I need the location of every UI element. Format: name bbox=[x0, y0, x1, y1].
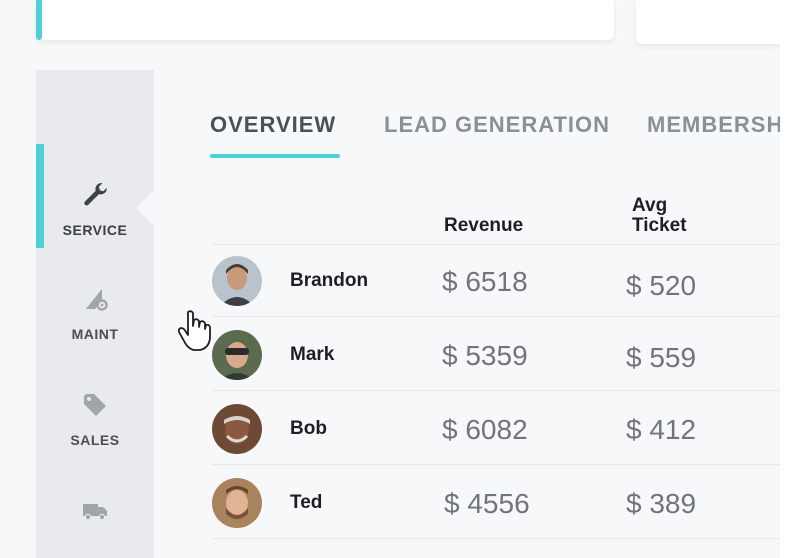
row-divider bbox=[212, 390, 780, 391]
row-name: Ted bbox=[290, 492, 323, 513]
column-header-avg-ticket: Avg Ticket bbox=[632, 195, 687, 236]
row-divider bbox=[212, 538, 780, 539]
row-divider bbox=[212, 244, 780, 245]
sidebar-item-label: MAINT bbox=[71, 326, 119, 342]
sidebar-item-sales[interactable]: SALES bbox=[36, 390, 154, 448]
avatar bbox=[212, 330, 262, 380]
avatar bbox=[212, 404, 262, 454]
sidebar-active-indicator bbox=[36, 144, 44, 248]
tag-icon bbox=[84, 394, 106, 416]
row-name: Bob bbox=[290, 418, 327, 439]
avatar bbox=[212, 256, 262, 306]
tab-active-underline bbox=[210, 154, 340, 158]
sidebar-item-service[interactable]: SERVICE bbox=[36, 180, 154, 238]
sidebar-active-pointer bbox=[136, 190, 154, 226]
tab-membership[interactable]: MEMBERSHI bbox=[647, 112, 791, 137]
row-revenue: $ 5359 bbox=[442, 340, 528, 371]
sidebar-item-label: SALES bbox=[70, 432, 120, 448]
column-header-revenue: Revenue bbox=[444, 215, 524, 236]
row-name: Mark bbox=[290, 344, 335, 365]
sidebar-item-truck[interactable] bbox=[36, 496, 154, 526]
row-name: Brandon bbox=[290, 270, 369, 291]
row-revenue: $ 6082 bbox=[442, 414, 528, 445]
top-card-left bbox=[36, 0, 614, 40]
row-avg-ticket: $ 389 bbox=[626, 488, 697, 519]
tab-lead-generation[interactable]: LEAD GENERATION bbox=[384, 112, 611, 137]
hand-cursor-icon bbox=[177, 310, 211, 351]
gear-triangle-icon bbox=[86, 289, 108, 311]
row-revenue: $ 6518 bbox=[442, 266, 528, 297]
row-avg-ticket: $ 520 bbox=[626, 270, 697, 301]
tab-overview[interactable]: OVERVIEW bbox=[210, 112, 337, 137]
row-divider bbox=[212, 316, 780, 317]
right-edge-mask bbox=[780, 0, 800, 558]
sidebar-item-label: SERVICE bbox=[62, 222, 128, 238]
truck-icon bbox=[83, 504, 107, 521]
sidebar-item-maint[interactable]: MAINT bbox=[36, 284, 154, 342]
row-avg-ticket: $ 559 bbox=[626, 342, 697, 373]
top-card-right bbox=[636, 0, 784, 44]
avatar bbox=[212, 478, 262, 528]
wrench-icon bbox=[84, 182, 107, 206]
row-revenue: $ 4556 bbox=[444, 488, 530, 519]
row-divider bbox=[212, 464, 780, 465]
row-avg-ticket: $ 412 bbox=[626, 414, 697, 445]
sidebar: SERVICE MAINT SALES bbox=[36, 70, 154, 558]
card-accent bbox=[36, 0, 42, 40]
